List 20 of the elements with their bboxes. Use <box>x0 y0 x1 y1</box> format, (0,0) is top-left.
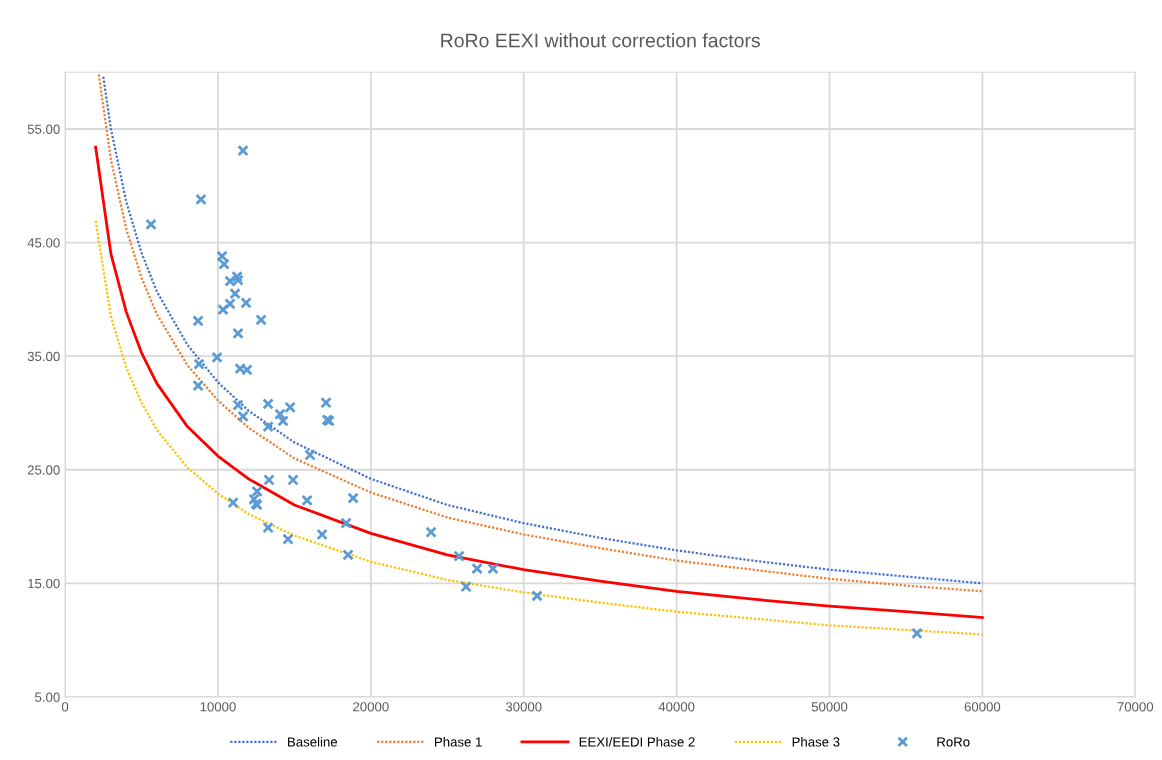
legend-label: Phase 3 <box>792 736 840 747</box>
y-tick-label: 15.00 <box>28 578 60 589</box>
legend-label: EEXI/EEDI Phase 2 <box>579 736 695 747</box>
x-tick-label: 0 <box>61 702 69 712</box>
x-tick-label: 10000 <box>200 702 236 712</box>
chart-title: RoRo EEXI without correction factors <box>441 33 760 48</box>
legend-label: Phase 1 <box>435 736 482 747</box>
x-tick-label: 50000 <box>811 702 848 712</box>
legend-label: RoRo <box>937 737 970 747</box>
x-tick-label: 30000 <box>505 702 542 712</box>
y-tick-label: 45.00 <box>27 238 60 248</box>
x-tick-label: 60000 <box>964 702 1001 712</box>
x-tick-label: 70000 <box>1117 702 1154 712</box>
y-tick-label: 35.00 <box>27 351 60 362</box>
x-tick-label: 20000 <box>353 702 389 712</box>
x-tick-label: 40000 <box>658 702 695 712</box>
legend-label: Baseline <box>288 736 338 747</box>
y-tick-label: 25.00 <box>27 465 60 475</box>
y-tick-label: 55.00 <box>27 124 60 134</box>
y-tick-label: 5.00 <box>35 692 60 702</box>
